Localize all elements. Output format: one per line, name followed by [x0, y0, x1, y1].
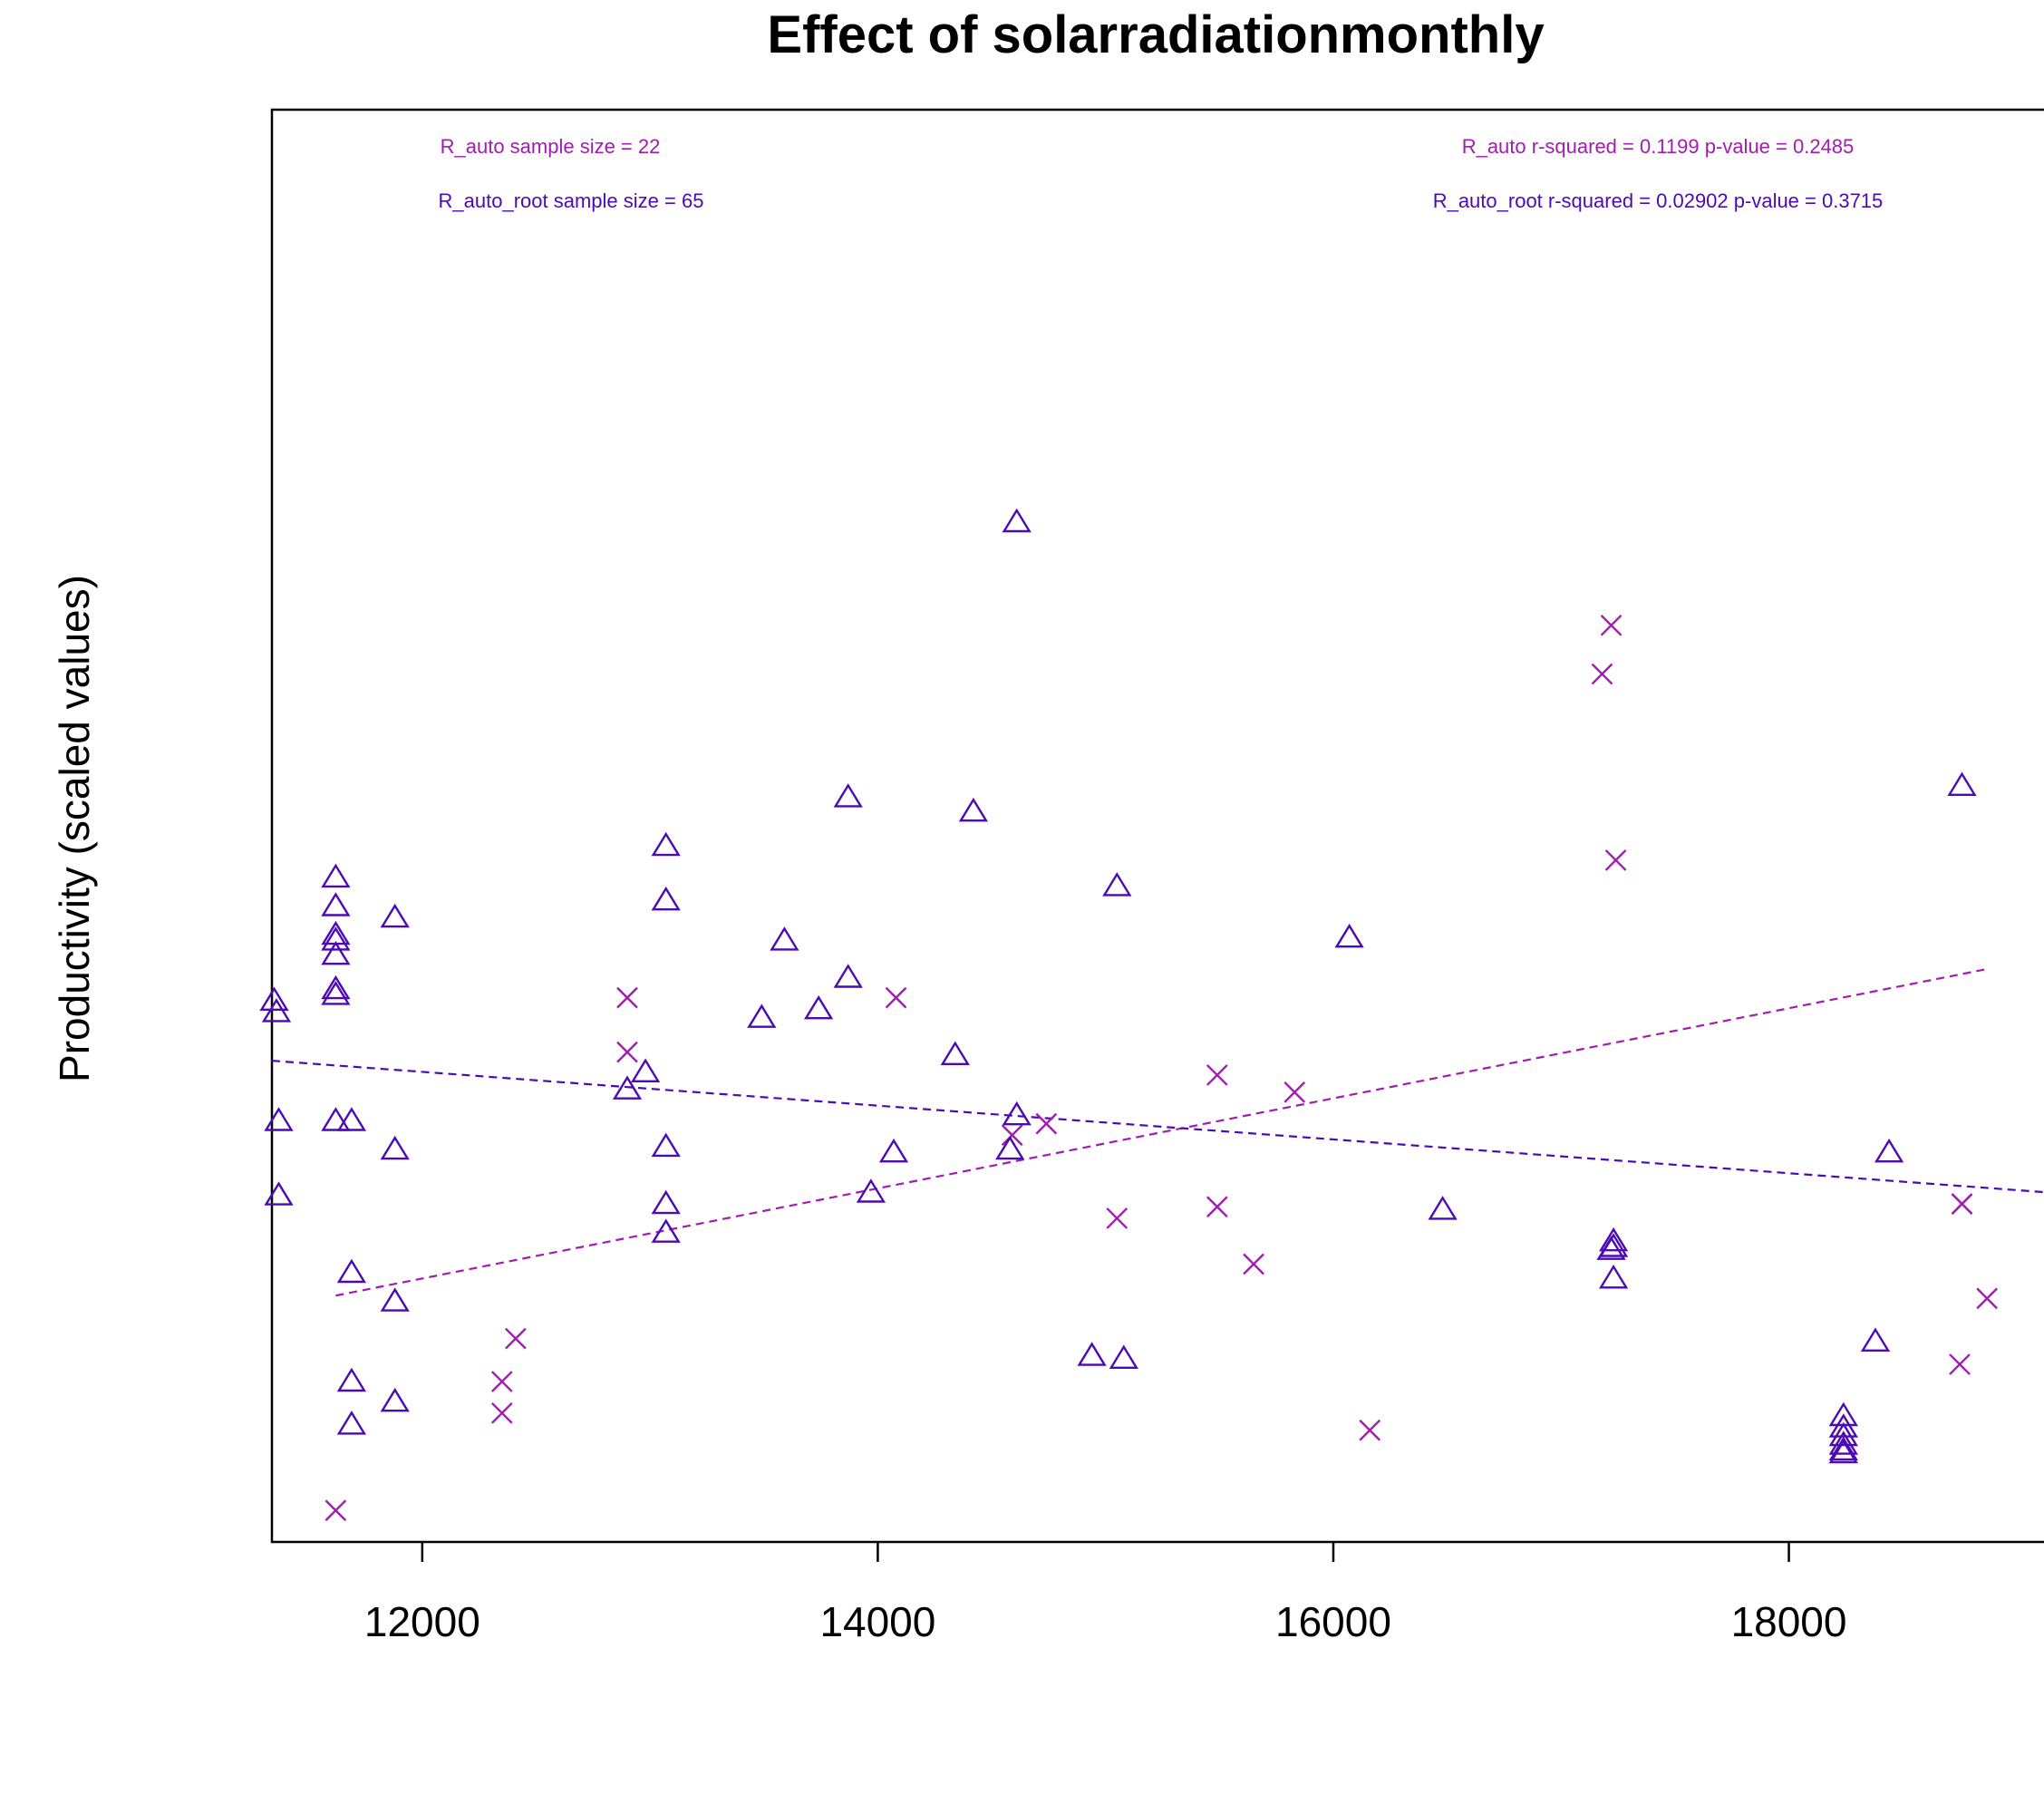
- point-r-auto-root: [264, 1181, 294, 1206]
- point-r-auto-root: [1860, 1327, 1891, 1352]
- point-r-auto-root: [770, 926, 799, 951]
- x-tick-label: 18000: [1731, 1598, 1847, 1645]
- point-r-auto-root: [958, 797, 989, 822]
- point-r-auto: [1106, 1207, 1129, 1229]
- point-r-auto-root: [1598, 1226, 1629, 1252]
- annotation-r-auto-stats: R_auto r-squared = 0.1199 p-value = 0.24…: [1462, 135, 1855, 158]
- point-r-auto-root: [1002, 1100, 1032, 1126]
- point-r-auto-root: [380, 1287, 410, 1312]
- point-r-auto-root: [321, 892, 351, 916]
- point-r-auto: [1976, 1287, 1999, 1310]
- annotation-r-auto-sample-size: R_auto sample size = 22: [441, 135, 661, 158]
- point-r-auto: [490, 1401, 513, 1424]
- point-r-auto-root: [336, 1107, 367, 1131]
- point-r-auto-root: [1428, 1196, 1458, 1220]
- point-r-auto: [1035, 1112, 1058, 1135]
- point-r-auto: [1001, 1124, 1023, 1147]
- point-r-auto-root: [380, 903, 410, 928]
- point-r-auto-root: [321, 981, 351, 1005]
- point-r-auto-root: [651, 1189, 681, 1215]
- point-r-auto-root: [264, 1107, 294, 1131]
- point-r-auto-root: [833, 964, 863, 988]
- point-r-auto-root: [833, 783, 863, 808]
- point-r-auto: [885, 986, 907, 1009]
- point-r-auto-root: [1828, 1436, 1858, 1461]
- point-r-auto-root: [259, 986, 289, 1012]
- point-r-auto-root: [630, 1058, 661, 1083]
- x-tick-label: 16000: [1275, 1598, 1391, 1645]
- point-r-auto: [1206, 1064, 1228, 1086]
- point-r-auto-root: [336, 1367, 367, 1392]
- point-r-auto-root: [1828, 1439, 1858, 1464]
- point-r-auto: [1600, 614, 1623, 636]
- point-r-auto-root: [380, 1135, 410, 1160]
- point-r-auto-root: [336, 1258, 367, 1284]
- point-r-auto-root: [380, 1387, 410, 1412]
- plot-frame: [270, 108, 2044, 1544]
- point-r-auto-root: [261, 998, 292, 1023]
- point-r-auto-root: [803, 994, 834, 1020]
- x-axis: 12000 14000 16000 18000: [364, 1542, 1847, 1645]
- point-r-auto-root: [878, 1138, 909, 1163]
- point-r-auto: [325, 1499, 347, 1522]
- x-tick-label: 14000: [819, 1598, 935, 1645]
- point-r-auto: [490, 1371, 513, 1392]
- point-r-auto: [1284, 1081, 1306, 1103]
- data-points: [259, 508, 1999, 1522]
- point-r-auto-root: [1002, 508, 1032, 533]
- point-r-auto: [1949, 1353, 1971, 1375]
- chart-title: Effect of solarradiationmonthly: [767, 5, 1544, 64]
- fit-line-r-auto: [335, 967, 1988, 1297]
- point-r-auto-root: [1102, 872, 1132, 897]
- point-r-auto-root: [1598, 1233, 1629, 1257]
- point-r-auto-root: [995, 1135, 1025, 1160]
- point-r-auto-root: [747, 1003, 777, 1028]
- point-r-auto: [1951, 1193, 1973, 1215]
- point-r-auto: [1206, 1196, 1228, 1218]
- point-r-auto-root: [1874, 1138, 1904, 1163]
- point-r-auto-root: [612, 1075, 643, 1100]
- point-r-auto-root: [321, 926, 351, 951]
- point-r-auto-root: [1828, 1421, 1858, 1447]
- point-r-auto-root: [321, 1107, 351, 1131]
- point-r-auto: [616, 986, 638, 1009]
- point-r-auto-root: [1598, 1264, 1629, 1289]
- fit-line-r-auto-root: [271, 1060, 2044, 1194]
- point-r-auto: [1604, 849, 1627, 871]
- point-r-auto: [1243, 1253, 1264, 1275]
- point-r-auto-root: [651, 831, 681, 857]
- point-r-auto-root: [1334, 923, 1364, 948]
- point-r-auto-root: [651, 1218, 681, 1243]
- point-r-auto-root: [336, 1411, 367, 1435]
- point-r-auto-root: [1828, 1430, 1858, 1455]
- point-r-auto-root: [321, 863, 351, 888]
- point-r-auto-root: [651, 886, 681, 911]
- point-r-auto-root: [321, 974, 351, 1000]
- x-tick-label: 12000: [364, 1598, 480, 1645]
- point-r-auto-root: [1077, 1342, 1107, 1366]
- annotation-r-auto-root-stats: R_auto_root r-squared = 0.02902 p-value …: [1433, 189, 1884, 212]
- point-r-auto-root: [321, 920, 351, 945]
- point-r-auto-root: [651, 1132, 681, 1158]
- y-axis-label: Productivity (scaled values): [51, 575, 98, 1082]
- annotation-r-auto-root-sample-size: R_auto_root sample size = 65: [439, 189, 704, 212]
- point-r-auto-root: [856, 1178, 886, 1203]
- point-r-auto-root: [321, 940, 351, 965]
- point-r-auto: [616, 1041, 638, 1063]
- point-r-auto-root: [1947, 771, 1977, 796]
- fit-lines: [271, 967, 2044, 1297]
- point-r-auto: [1359, 1419, 1381, 1441]
- point-r-auto: [505, 1327, 527, 1350]
- point-r-auto: [1591, 663, 1613, 685]
- point-r-auto-root: [940, 1041, 970, 1066]
- point-r-auto-root: [1109, 1344, 1138, 1370]
